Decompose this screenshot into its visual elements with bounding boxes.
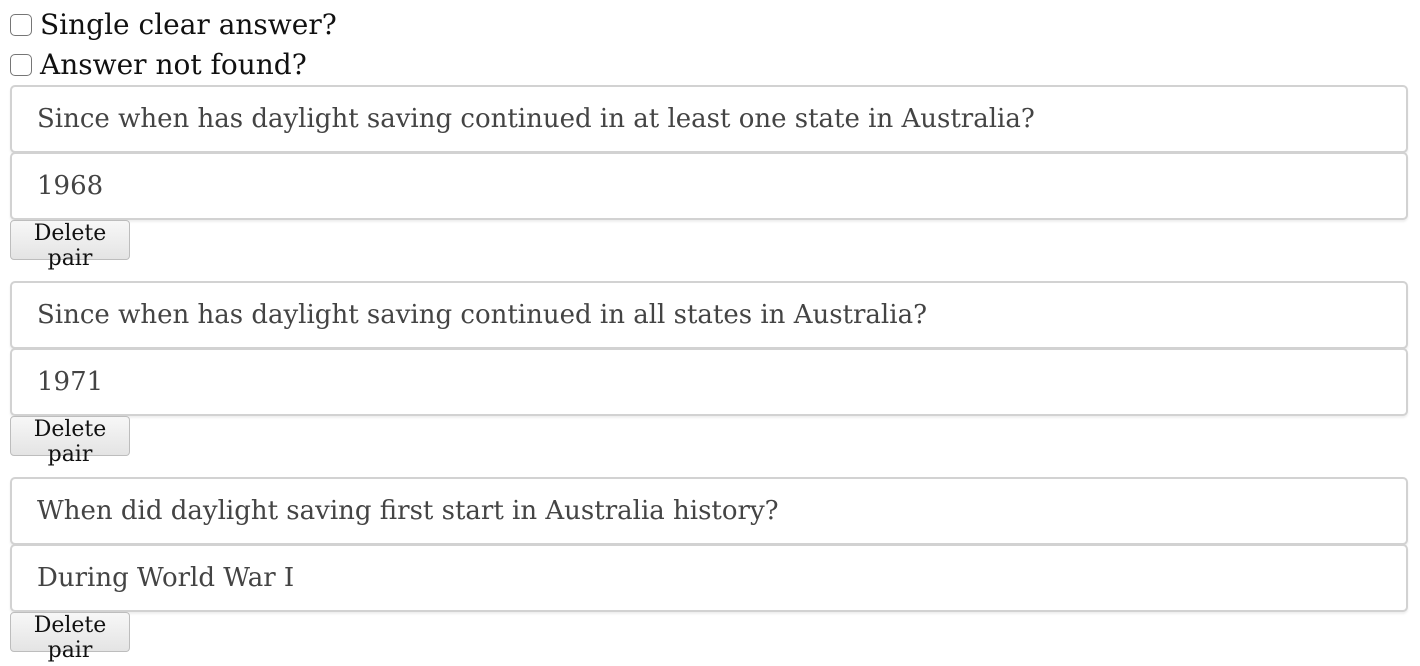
- answer-field[interactable]: 1971: [10, 348, 1408, 416]
- single-clear-answer-label: Single clear answer?: [40, 8, 337, 41]
- question-field[interactable]: When did daylight saving first start in …: [10, 477, 1408, 545]
- delete-pair-button[interactable]: Delete pair: [10, 220, 130, 271]
- delete-pair-button[interactable]: Delete pair: [10, 612, 130, 663]
- answer-not-found-row: Answer not found?: [10, 48, 307, 82]
- single-clear-answer-checkbox[interactable]: [10, 14, 32, 36]
- answer-not-found-checkbox[interactable]: [10, 54, 32, 76]
- answer-field[interactable]: During World War I: [10, 544, 1408, 612]
- delete-pair-button[interactable]: Delete pair: [10, 416, 130, 467]
- question-field[interactable]: Since when has daylight saving continued…: [10, 85, 1408, 153]
- question-field[interactable]: Since when has daylight saving continued…: [10, 281, 1408, 349]
- single-clear-answer-row: Single clear answer?: [10, 8, 337, 42]
- answer-not-found-label: Answer not found?: [40, 48, 307, 81]
- answer-field[interactable]: 1968: [10, 152, 1408, 220]
